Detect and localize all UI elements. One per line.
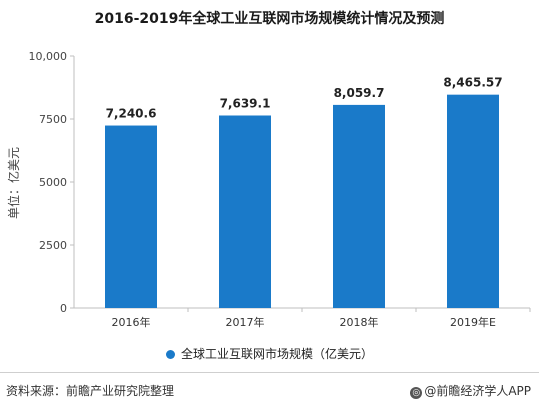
x-tick-label: 2019年E [450, 315, 496, 329]
y-axis-ticks: 0 2500 5000 7500 10,000 [29, 50, 74, 315]
footer: 资料来源：前瞻产业研究院整理 ◎ @前瞻经济学人APP [0, 372, 539, 408]
bar-value-label: 8,465.57 [443, 76, 502, 90]
x-axis-ticks: 2016年 2017年 2018年 2019年E [112, 308, 531, 329]
bar [447, 94, 499, 308]
x-tick-label: 2018年 [340, 315, 379, 329]
bar [333, 104, 385, 308]
bar-chart: 单位：亿美元 0 2500 5000 7500 10,000 7,240.6 7,639.… [6, 50, 531, 329]
bar [105, 125, 157, 308]
legend: 全球工业互联网市场规模（亿美元） [0, 345, 539, 362]
x-tick-label: 2017年 [226, 315, 265, 329]
chart-title: 2016-2019年全球工业互联网市场规模统计情况及预测 [94, 11, 445, 27]
bar [219, 115, 271, 308]
brand-credit: ◎ @前瞻经济学人APP [410, 382, 531, 399]
legend-label: 全球工业互联网市场规模（亿美元） [180, 347, 373, 361]
x-tick-label: 2016年 [112, 315, 151, 329]
y-tick-label: 10,000 [29, 50, 68, 63]
bar-value-label: 8,059.7 [334, 86, 385, 100]
bars [105, 94, 499, 308]
bar-value-label: 7,240.6 [106, 107, 157, 121]
y-tick-label: 0 [60, 302, 67, 315]
value-labels: 7,240.6 7,639.1 8,059.7 8,465.57 [106, 76, 503, 121]
y-tick-label: 5000 [39, 176, 67, 189]
brand-label: @前瞻经济学人APP [424, 384, 531, 398]
source-note: 资料来源：前瞻产业研究院整理 [6, 384, 175, 398]
bar-value-label: 7,639.1 [220, 96, 271, 110]
circle-logo-icon: ◎ [410, 387, 423, 399]
y-tick-label: 7500 [39, 113, 67, 126]
y-tick-label: 2500 [39, 239, 67, 252]
y-axis-label: 单位：亿美元 [6, 147, 21, 219]
legend-marker [165, 350, 175, 359]
